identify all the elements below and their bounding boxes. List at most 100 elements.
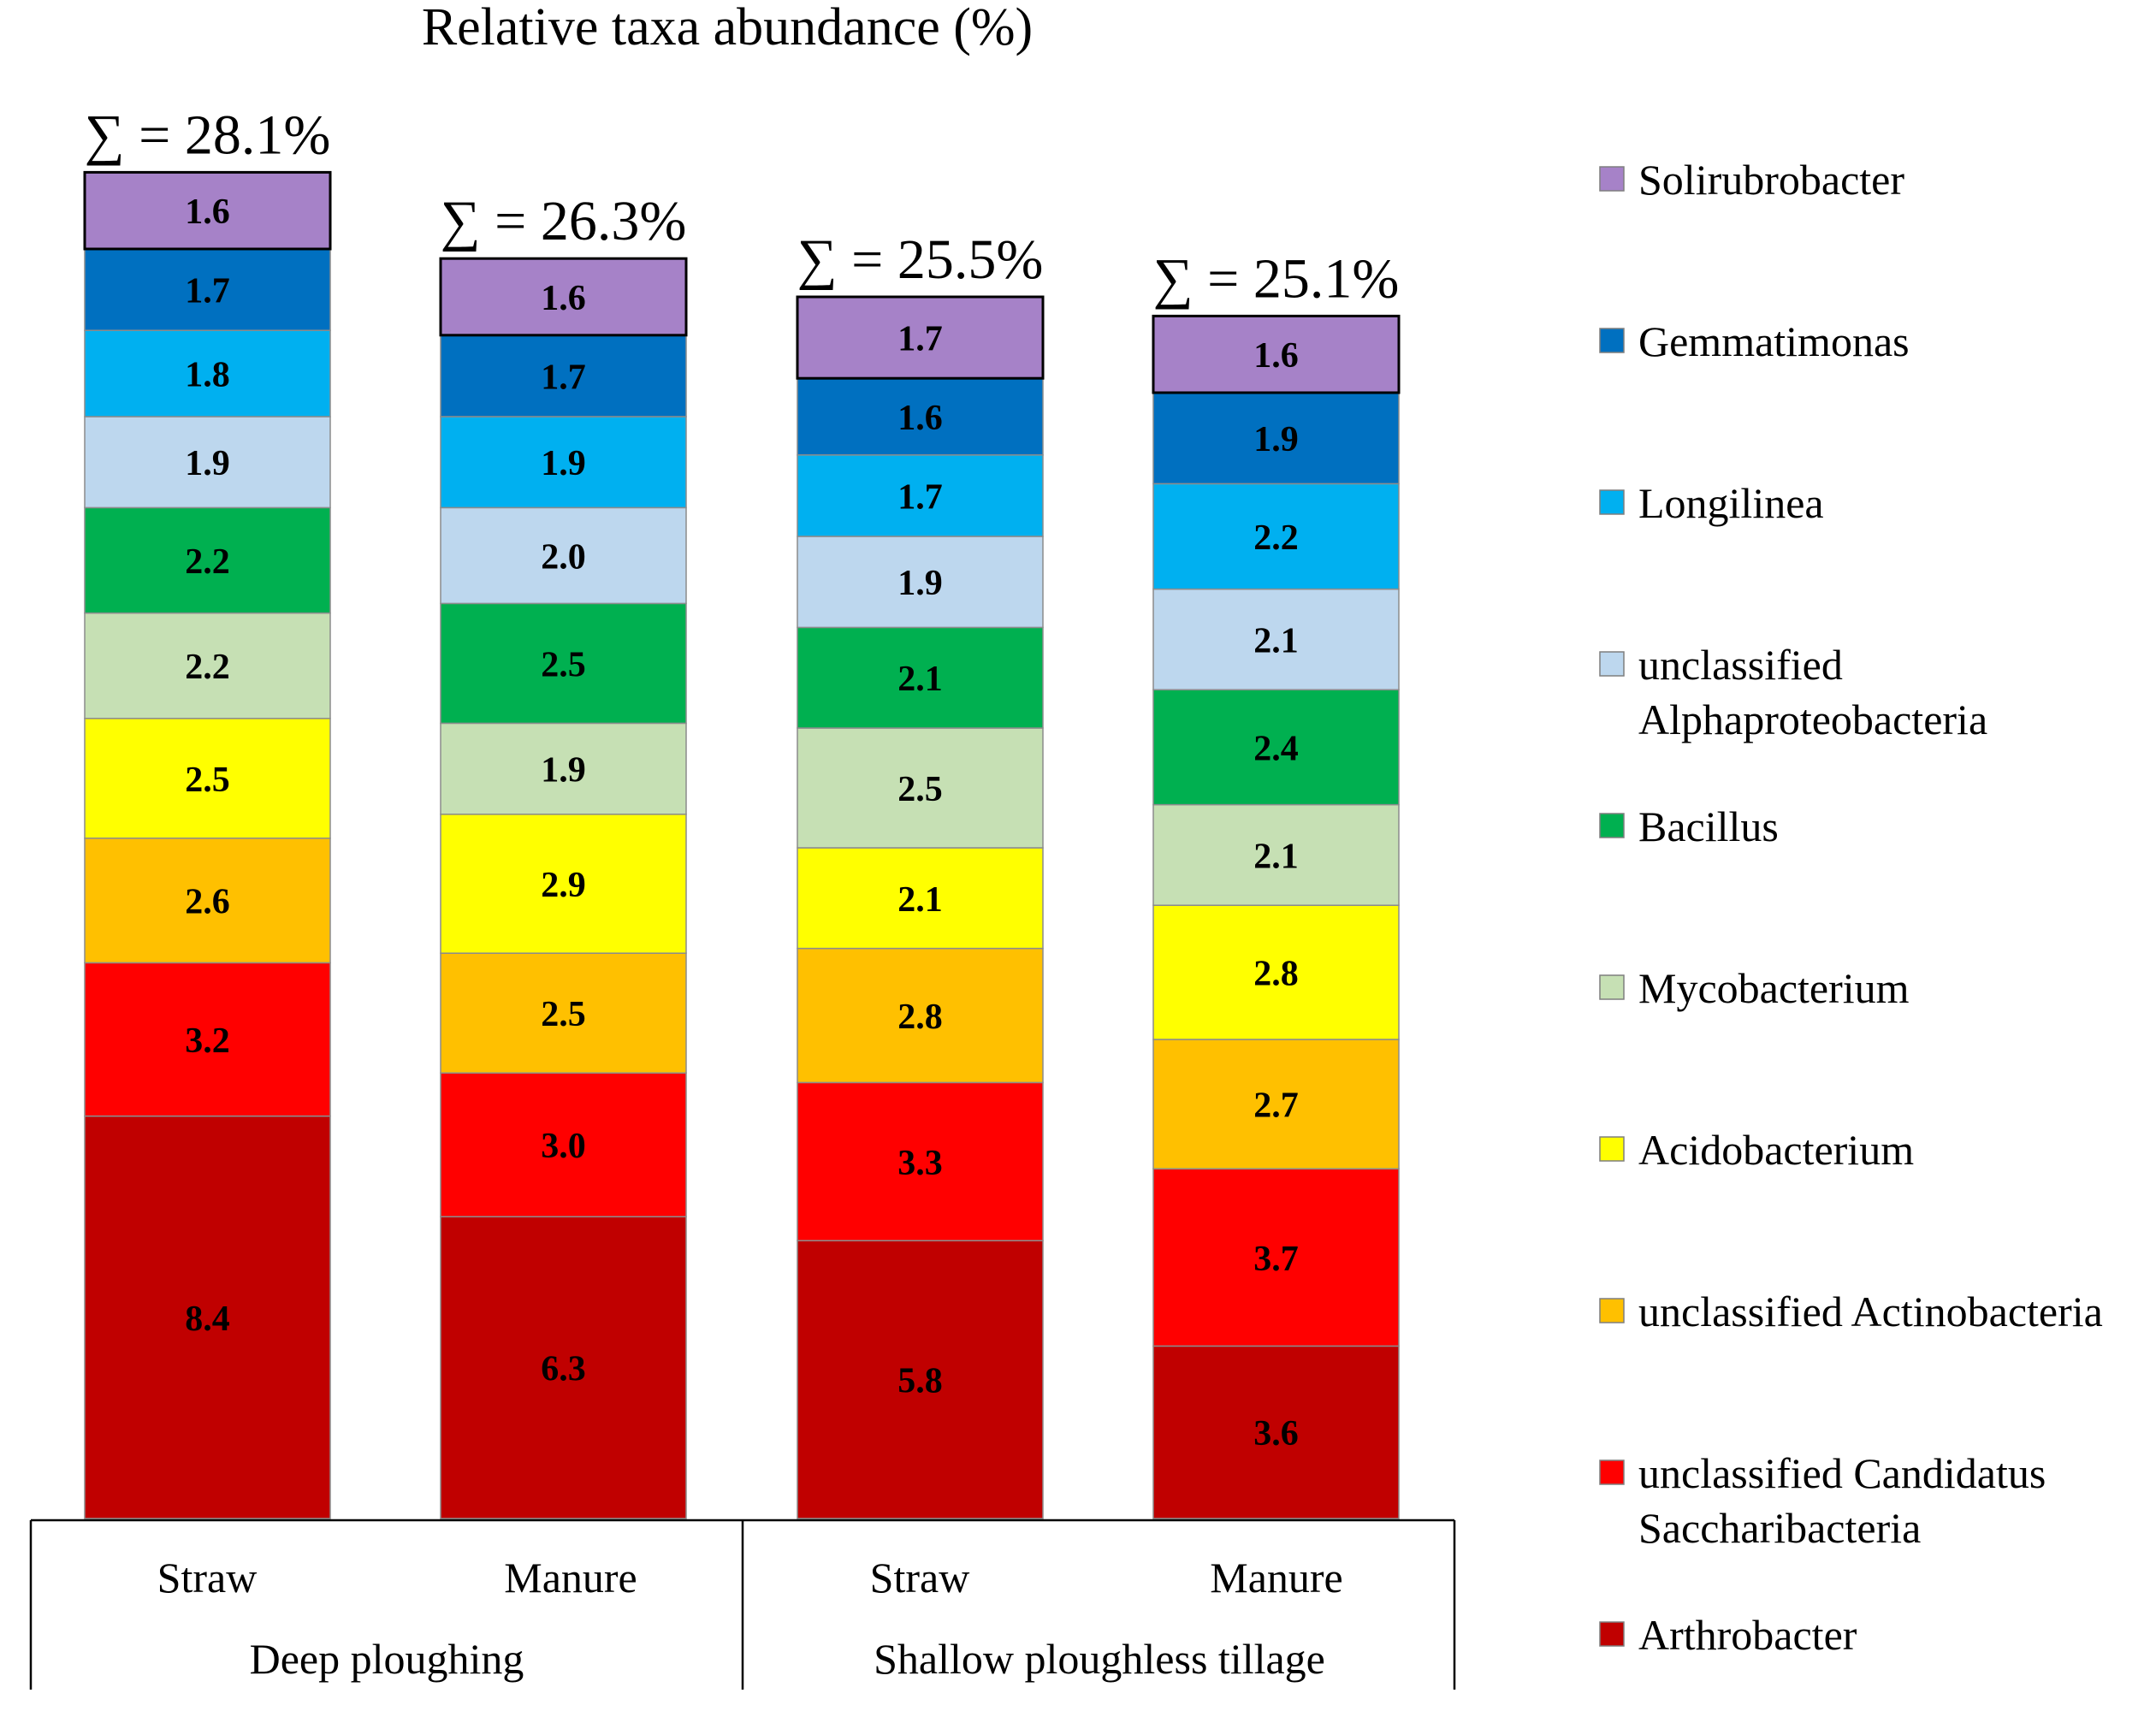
bar-segment	[84, 329, 331, 417]
segment-value-label: 1.6	[185, 192, 230, 232]
bar-segment	[1152, 392, 1400, 485]
legend-swatch	[1599, 1298, 1625, 1323]
legend-label: Gemmatimonas	[1638, 317, 1910, 365]
bar-segment	[84, 248, 331, 331]
sum-total-label: ∑ = 26.3%	[441, 190, 687, 252]
sum-total-label: ∑ = 25.5%	[797, 228, 1044, 291]
bar-segment	[1152, 483, 1400, 590]
legend-swatch	[1599, 166, 1625, 192]
bar-segment	[797, 377, 1044, 456]
bar-segment	[1152, 904, 1400, 1040]
bar-segment	[440, 416, 687, 509]
x-tick-label: Straw	[157, 1554, 258, 1601]
legend-label: Longilinea	[1638, 479, 1824, 527]
legend-label: Mycobacterium	[1638, 964, 1910, 1012]
segment-value-label: 2.1	[897, 880, 943, 920]
legend-label: Saccharibacteria	[1638, 1504, 1921, 1552]
segment-value-label: 3.6	[1253, 1414, 1299, 1453]
x-group-label: Shallow ploughless tillage	[874, 1635, 1325, 1683]
legend-label: unclassified Candidatus	[1638, 1449, 2046, 1497]
segment-value-label: 3.3	[897, 1144, 943, 1183]
legend-label: unclassified Actinobacteria	[1638, 1288, 2103, 1335]
bar-segment	[797, 847, 1044, 950]
segment-value-label: 2.8	[897, 998, 943, 1037]
segment-value-label: 1.9	[541, 751, 586, 790]
segment-value-label: 1.8	[185, 356, 230, 395]
segment-value-label: 1.9	[897, 564, 943, 603]
bar-segment	[1152, 588, 1400, 690]
segment-value-label: 2.7	[1253, 1086, 1299, 1126]
segment-value-label: 1.9	[1253, 420, 1299, 459]
segment-value-label: 2.2	[185, 648, 230, 687]
bar-segment	[797, 947, 1044, 1084]
legend: Solirubrobacter Gemmatimonas Longilinea unc…	[1599, 156, 2103, 1659]
bar-segment	[1152, 315, 1400, 394]
segment-value-label: 2.1	[897, 660, 943, 699]
bar-segment	[440, 814, 687, 954]
top-segment-outline	[439, 257, 688, 337]
top-segment-outline	[1152, 314, 1401, 394]
segment-value-label: 1.7	[541, 358, 586, 397]
legend-label: Bacillus	[1638, 802, 1779, 850]
segment-value-label: 1.6	[541, 279, 586, 318]
legend-swatch	[1599, 1621, 1625, 1647]
x-tick-label: Manure	[504, 1554, 637, 1601]
legend-label: unclassified	[1638, 641, 1843, 689]
bar-segment	[440, 1072, 687, 1217]
segment-value-label: 1.7	[897, 477, 943, 517]
bar-segment	[797, 727, 1044, 849]
bar-segment	[84, 962, 331, 1117]
segment-value-label: 2.0	[541, 537, 586, 577]
bars-layer: 8.4 3.2 2.6 2.5 2.2 2.2 1.9 1.8 1.7 1.6 ∑ = 28.1% 6…	[83, 104, 1401, 1519]
bar-segment	[84, 718, 331, 839]
segment-value-label: 2.5	[185, 761, 230, 800]
sum-total-label: ∑ = 28.1%	[85, 104, 331, 166]
sum-total-label: ∑ = 25.1%	[1153, 247, 1400, 310]
bar-segment	[440, 722, 687, 815]
legend-label: Acidobacterium	[1638, 1126, 1914, 1174]
legend-label: Alphaproteobacteria	[1638, 696, 1987, 743]
bar-segment	[1152, 1039, 1400, 1169]
chart-title: Relative taxa abundance (%)	[422, 0, 1033, 56]
x-axis: Straw Manure Straw Manure Deep ploughing Shal…	[29, 1519, 1456, 1690]
segment-value-label: 8.4	[185, 1300, 230, 1339]
segment-value-label: 1.6	[1253, 336, 1299, 376]
segment-value-label: 1.9	[185, 444, 230, 483]
bar-segment	[84, 612, 331, 719]
legend-swatch	[1599, 489, 1625, 515]
segment-value-label: 2.9	[541, 866, 586, 905]
bar-segment	[440, 1216, 687, 1519]
segment-value-label: 6.3	[541, 1350, 586, 1389]
legend-swatch	[1599, 813, 1625, 838]
legend-swatch	[1599, 974, 1625, 1000]
segment-value-label: 2.6	[185, 883, 230, 922]
segment-value-label: 3.2	[185, 1021, 230, 1061]
segment-value-label: 2.2	[1253, 518, 1299, 558]
bar-segment	[797, 1240, 1044, 1519]
legend-swatch	[1599, 328, 1625, 353]
bar-segment	[84, 1115, 331, 1519]
segment-value-label: 1.6	[897, 399, 943, 438]
bar-segment	[440, 952, 687, 1074]
segment-value-label: 2.1	[1253, 621, 1299, 660]
legend-label: Arthrobacter	[1638, 1611, 1857, 1659]
segment-value-label: 2.4	[1253, 729, 1299, 768]
bar-segment	[84, 171, 331, 250]
bar-segment	[440, 335, 687, 417]
segment-value-label: 2.2	[185, 542, 230, 582]
segment-value-label: 2.5	[541, 645, 586, 684]
x-group-label: Deep ploughing	[250, 1635, 524, 1683]
bar-segment	[84, 416, 331, 509]
x-tick-label: Manure	[1210, 1554, 1343, 1601]
segment-value-label: 2.5	[541, 995, 586, 1034]
segment-value-label: 1.7	[185, 272, 230, 311]
legend-swatch	[1599, 1136, 1625, 1162]
x-tick-label: Straw	[870, 1554, 970, 1601]
bar-segment	[84, 506, 331, 614]
legend-swatch	[1599, 1459, 1625, 1485]
bar-segment	[797, 1081, 1044, 1241]
segment-value-label: 2.5	[897, 770, 943, 809]
segment-value-label: 5.8	[897, 1362, 943, 1401]
segment-value-label: 2.8	[1253, 955, 1299, 994]
